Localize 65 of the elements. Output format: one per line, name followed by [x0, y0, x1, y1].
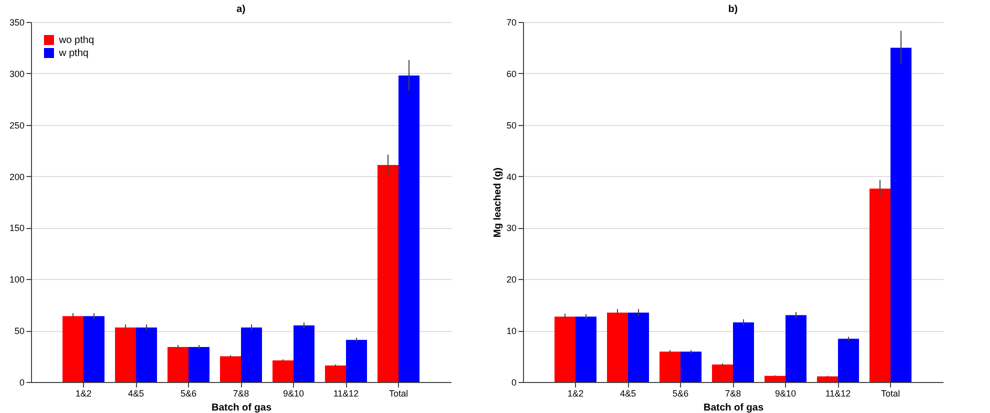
bar — [272, 360, 294, 382]
bar — [554, 316, 576, 382]
x-axis-title: Batch of gas — [211, 402, 272, 413]
bar — [890, 48, 912, 382]
bar — [712, 364, 733, 382]
x-tick-label: Total — [388, 388, 408, 398]
bar — [378, 164, 398, 382]
bar — [398, 75, 420, 382]
y-tick-label: 40 — [506, 172, 516, 182]
bar — [817, 376, 838, 382]
x-tick-label: 4&5 — [620, 388, 636, 398]
y-tick-label: 50 — [506, 120, 516, 130]
bar — [628, 312, 649, 382]
bar — [188, 347, 210, 382]
chart-title: a) — [236, 4, 246, 15]
bar — [607, 312, 628, 382]
bar — [241, 327, 262, 382]
y-tick-label: 300 — [9, 68, 24, 79]
y-tick-label: 30 — [506, 223, 516, 234]
bar — [346, 340, 367, 382]
x-tick-label: 9&10 — [282, 388, 304, 398]
y-tick-label: 100 — [9, 274, 24, 285]
bar — [786, 315, 806, 382]
x-tick-label: 11&12 — [825, 388, 851, 398]
legend-label: wo pthq — [58, 35, 94, 46]
y-axis-title: Mg leached (g) — [492, 167, 504, 238]
y-tick-label: 350 — [9, 18, 24, 28]
y-tick-label: 20 — [506, 274, 516, 285]
bar — [294, 325, 314, 382]
bar — [84, 316, 104, 382]
x-tick-label: 1&2 — [75, 388, 92, 398]
y-tick-label: 60 — [506, 68, 516, 79]
x-tick-label: Total — [880, 388, 900, 398]
chart-title: b) — [728, 4, 738, 15]
x-tick-label: 5&6 — [672, 388, 689, 398]
y-tick-label: 200 — [9, 172, 24, 182]
bar — [168, 347, 188, 382]
x-tick-label: 7&8 — [232, 388, 250, 398]
legend-label: w pthq — [58, 48, 88, 59]
x-tick-label: 11&12 — [333, 388, 359, 398]
bar — [220, 356, 241, 382]
y-tick-label: 150 — [9, 223, 24, 234]
y-tick-label: 10 — [506, 326, 516, 336]
bar — [733, 322, 754, 382]
x-tick-label: 4&5 — [128, 388, 144, 398]
bar — [680, 352, 702, 382]
bar — [62, 316, 84, 382]
bar — [660, 352, 680, 382]
bar — [764, 376, 786, 382]
x-tick-label: 5&6 — [180, 388, 197, 398]
y-tick-label: 0 — [19, 378, 24, 388]
x-tick-label: 9&10 — [774, 388, 796, 398]
bar — [838, 338, 859, 382]
bar — [325, 366, 346, 382]
y-tick-label: 70 — [506, 18, 516, 28]
bar — [136, 327, 157, 382]
x-axis-title: Batch of gas — [703, 402, 764, 413]
bar — [115, 327, 136, 382]
y-tick-label: 250 — [9, 120, 24, 130]
y-tick-label: 0 — [511, 378, 516, 388]
x-tick-label: 1&2 — [567, 388, 584, 398]
bar — [870, 188, 890, 382]
y-tick-label: 50 — [14, 326, 24, 336]
bar — [576, 316, 596, 382]
x-tick-label: 7&8 — [724, 388, 742, 398]
